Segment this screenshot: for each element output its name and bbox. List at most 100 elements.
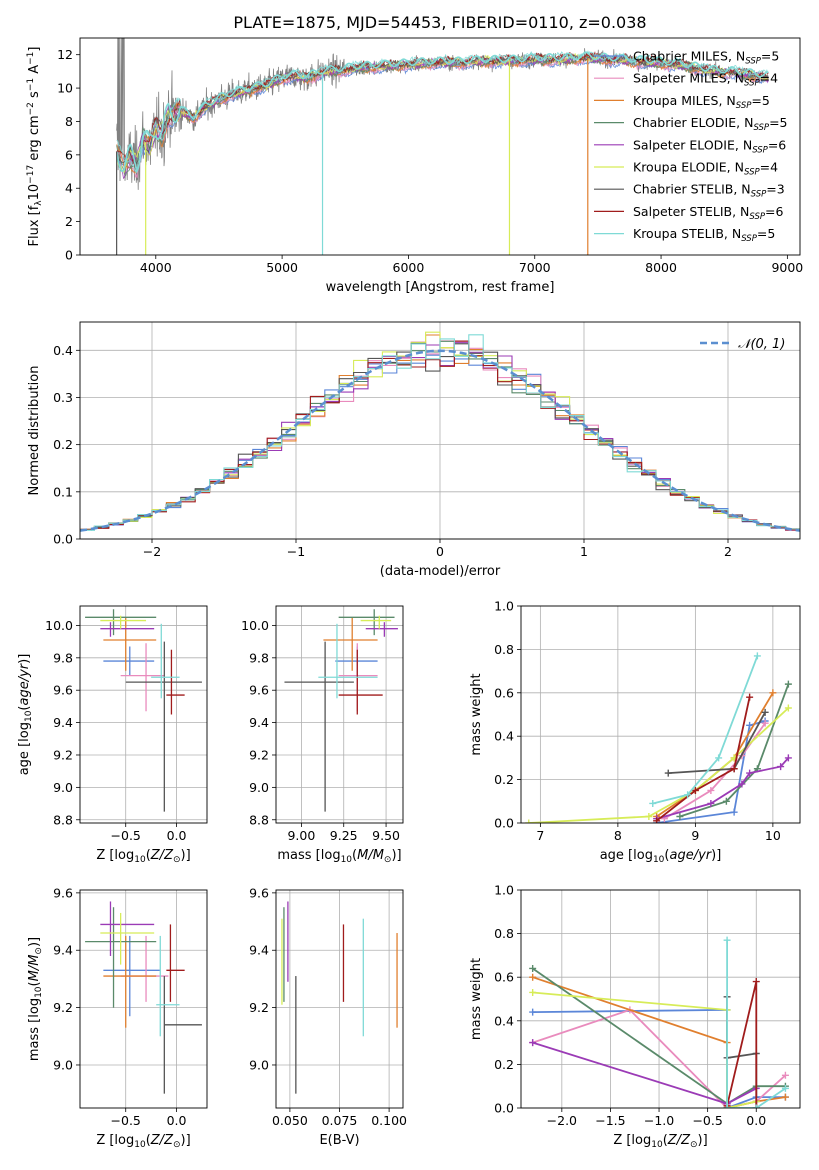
label-part: , N [732, 204, 749, 219]
weight-point-marker [684, 791, 692, 799]
label-part: )] [698, 1133, 708, 1148]
residual-histogram-panel: −2 −1 0 1 2 0.0 0.1 0.2 0.3 0.4 (data-model)/error… [27, 321, 801, 579]
label-part: ⊙ [384, 855, 392, 865]
label-part: 10 [134, 1140, 146, 1150]
x-tick-label: −1 [287, 544, 305, 559]
label-part: ] [27, 47, 42, 52]
x-tick-label: 7 [536, 828, 544, 843]
weight-series-line [679, 683, 790, 818]
label-part: SSP [741, 234, 757, 244]
label-part: Flux [f [27, 205, 42, 246]
y-tick-label: 0.0 [494, 1101, 514, 1116]
plot-area [80, 331, 800, 532]
x-tick-label: 9.50 [372, 828, 400, 843]
age-vs-metallicity-panel: −0.5 0.08.89.09.29.49.69.810.0Z [log10(Z/… [17, 605, 208, 865]
weight-point-marker [777, 763, 785, 771]
x-tick-label: −2.0 [547, 1113, 577, 1128]
label-part: Chabrier ELODIE [633, 115, 736, 130]
axes-frame [275, 605, 404, 824]
label-part: = [757, 226, 767, 241]
label-part: λ [34, 200, 44, 206]
weight-point-marker [738, 780, 746, 788]
label-part: Z [log [96, 1133, 134, 1148]
x-tick-label: 6000 [393, 260, 425, 275]
label-part: 6 [778, 137, 786, 152]
x-tick-label: 1 [580, 544, 588, 559]
label-part: , N [736, 115, 753, 130]
label-part: age [log [600, 848, 653, 863]
weight-point-marker [529, 1039, 537, 1047]
y-tick-label: 9.0 [249, 1057, 269, 1072]
label-part: 5 [771, 49, 779, 64]
y-axis-label: Normed distribution [27, 366, 42, 496]
x-tick-label: 0 [436, 544, 444, 559]
legend-label: 𝒩(0, 1) [738, 337, 785, 352]
y-tick-label: 9.4 [53, 715, 73, 730]
weight-point-marker [664, 769, 672, 777]
label-part: , N [727, 71, 744, 86]
x-axis-label: E(B-V) [319, 1133, 359, 1148]
weight-point-marker [529, 988, 537, 996]
label-part: Chabrier STELIB [633, 182, 733, 197]
legend-label: Salpeter STELIB, NSSP=6 [633, 204, 784, 222]
label-part: )] [181, 848, 191, 863]
y-tick-label: 0.3 [53, 390, 73, 405]
y-tick-label: 0.2 [494, 1057, 514, 1072]
y-tick-label: 9.0 [249, 780, 269, 795]
axes-frame [79, 321, 801, 540]
label-part: ( [663, 1133, 668, 1148]
x-tick-label: 8 [614, 828, 622, 843]
weight-point-marker [753, 652, 761, 660]
axes-frame [520, 889, 801, 1109]
histogram-step-line [80, 334, 800, 531]
y-tick-label: 0.6 [494, 685, 514, 700]
label-part: = [766, 182, 776, 197]
label-part: −1 [26, 78, 36, 91]
label-part: 10 [24, 710, 34, 722]
label-part: 10 [27, 184, 42, 201]
weight-series-line [532, 967, 786, 1105]
x-tick-label: 2 [724, 544, 732, 559]
y-tick-label: 9.6 [53, 683, 73, 698]
y-tick-label: 9.2 [53, 1000, 73, 1015]
x-tick-label: −1.5 [595, 1113, 625, 1128]
label-part: 10 [653, 855, 665, 865]
weight-point-marker [676, 812, 684, 820]
weight-series-line [532, 1041, 757, 1105]
legend-label: Kroupa STELIB, NSSP=5 [633, 226, 775, 244]
weight-point-marker [752, 978, 760, 986]
label-part: 10 [341, 855, 353, 865]
label-part: 6 [776, 204, 784, 219]
x-tick-label: −1.0 [644, 1113, 674, 1128]
plot-area [525, 652, 792, 823]
weight-point-marker [746, 721, 754, 729]
weight-point-marker [784, 754, 792, 762]
label-part: mass [log [277, 848, 340, 863]
x-tick-label: 10 [765, 828, 781, 843]
weight-series-line [652, 655, 759, 805]
weight-point-marker [746, 693, 754, 701]
x-tick-label: 9000 [771, 260, 803, 275]
x-tick-label: 9.00 [287, 828, 315, 843]
x-tick-label: 5000 [266, 260, 298, 275]
weight-point-marker [781, 1084, 789, 1092]
label-part: )] [27, 937, 42, 947]
y-tick-label: 4 [65, 181, 73, 196]
weight-series-line [656, 720, 766, 823]
plot-area [85, 901, 202, 1094]
x-tick-label: −0.5 [692, 1113, 722, 1128]
axes-frame [79, 889, 208, 1109]
y-tick-label: 0.8 [494, 926, 514, 941]
y-tick-label: 9.4 [53, 943, 73, 958]
label-part: SSP [751, 190, 767, 200]
y-tick-label: 1.0 [494, 883, 514, 898]
label-part: ( [17, 706, 32, 711]
y-axis-label: mass weight [469, 958, 484, 1040]
y-tick-label: 0.0 [53, 532, 73, 547]
x-tick-label: 0.0 [167, 1113, 187, 1128]
label-part: Kroupa ELODIE [633, 160, 727, 175]
label-part: , N [727, 160, 744, 175]
y-tick-label: 0.4 [53, 343, 73, 358]
label-part: 4 [770, 71, 778, 86]
label-part: age/yr [17, 662, 32, 705]
